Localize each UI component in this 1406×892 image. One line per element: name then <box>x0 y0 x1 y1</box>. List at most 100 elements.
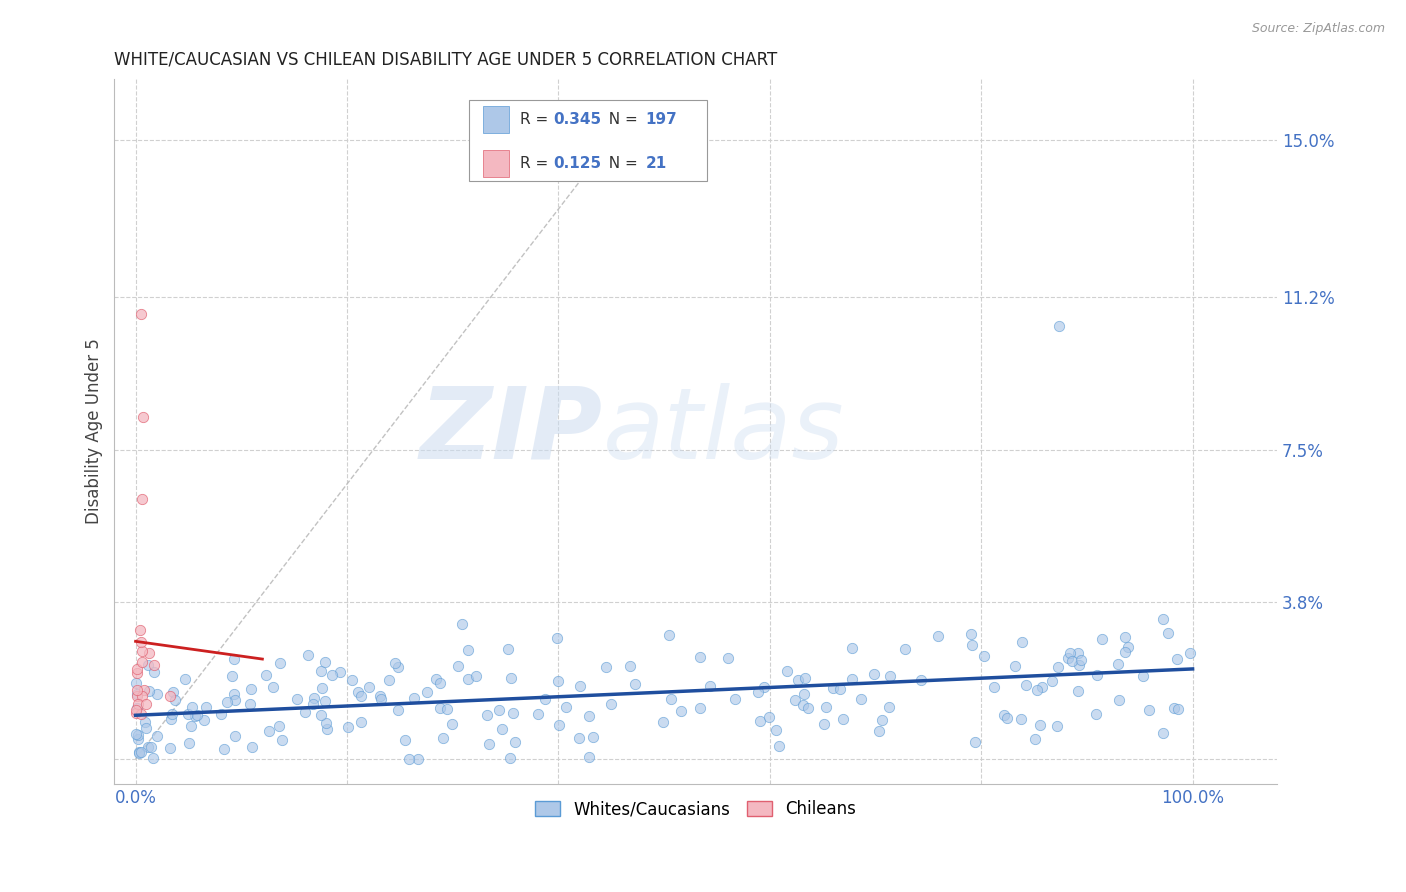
Point <box>132 409 155 424</box>
Point <box>752 680 775 694</box>
Point <box>134 715 156 730</box>
Text: atlas: atlas <box>603 383 845 480</box>
Point <box>619 659 641 673</box>
Point <box>432 731 454 746</box>
Point <box>1056 651 1078 665</box>
Point <box>1015 677 1038 691</box>
Point <box>491 723 513 737</box>
Point <box>451 616 474 631</box>
Point <box>1167 702 1189 716</box>
Point <box>1163 701 1185 715</box>
Point <box>1025 683 1047 698</box>
Point <box>314 693 336 707</box>
Point <box>457 672 479 686</box>
Point <box>659 691 682 706</box>
Point <box>429 675 451 690</box>
Point <box>534 692 557 706</box>
Point <box>267 719 290 733</box>
Text: 21: 21 <box>645 156 666 170</box>
Point <box>239 681 262 696</box>
Point <box>623 677 645 691</box>
Point <box>582 730 605 744</box>
Point <box>1152 725 1174 739</box>
Point <box>402 690 425 705</box>
Point <box>131 492 153 507</box>
Point <box>132 683 155 698</box>
Text: N =: N = <box>599 156 643 170</box>
Point <box>1045 719 1067 733</box>
Point <box>315 715 337 730</box>
Point <box>128 746 150 760</box>
Point <box>995 711 1018 725</box>
Point <box>823 681 845 695</box>
Point <box>792 698 814 713</box>
Point <box>1157 625 1180 640</box>
Text: WHITE/CAUCASIAN VS CHILEAN DISABILITY AGE UNDER 5 CORRELATION CHART: WHITE/CAUCASIAN VS CHILEAN DISABILITY AG… <box>114 51 778 69</box>
Point <box>1114 630 1136 644</box>
Point <box>1067 658 1090 673</box>
Point <box>1085 667 1108 681</box>
Point <box>387 660 409 674</box>
Point <box>973 648 995 663</box>
Point <box>993 707 1015 722</box>
Point <box>1046 660 1069 674</box>
Point <box>398 752 420 766</box>
Point <box>125 703 148 717</box>
Point <box>724 692 747 706</box>
Point <box>146 687 169 701</box>
Point <box>849 692 872 706</box>
Point <box>184 709 207 723</box>
Point <box>600 697 623 711</box>
Point <box>125 665 148 680</box>
Point <box>124 727 146 741</box>
Point <box>501 671 523 685</box>
Point <box>499 750 522 764</box>
Point <box>240 740 263 755</box>
Point <box>962 638 984 652</box>
Point <box>368 690 391 704</box>
Point <box>1108 692 1130 706</box>
Point <box>125 689 148 703</box>
Text: R =: R = <box>520 112 554 128</box>
Point <box>841 672 863 686</box>
Point <box>162 685 184 699</box>
Point <box>748 714 770 728</box>
Point <box>768 739 790 753</box>
Point <box>828 682 851 697</box>
Point <box>257 724 280 739</box>
Point <box>238 697 260 711</box>
Point <box>125 676 148 690</box>
Point <box>547 673 569 688</box>
Y-axis label: Disability Age Under 5: Disability Age Under 5 <box>86 338 103 524</box>
Point <box>447 659 470 673</box>
Point <box>176 707 198 722</box>
Point <box>959 627 981 641</box>
Point <box>159 689 181 703</box>
Point <box>797 700 820 714</box>
Point <box>180 719 202 733</box>
Point <box>813 717 835 731</box>
Point <box>1116 640 1139 654</box>
Point <box>224 729 246 743</box>
Point <box>131 690 153 704</box>
Point <box>316 722 339 736</box>
Point <box>193 713 215 727</box>
Point <box>1059 646 1081 660</box>
Point <box>294 705 316 719</box>
Point <box>302 697 325 711</box>
Point <box>387 703 409 717</box>
Point <box>595 660 617 674</box>
Text: ZIP: ZIP <box>420 383 603 480</box>
Point <box>441 716 464 731</box>
Point <box>776 665 799 679</box>
Point <box>1010 712 1032 726</box>
Point <box>309 665 332 679</box>
Point <box>503 735 526 749</box>
Point <box>1132 669 1154 683</box>
Point <box>125 687 148 701</box>
Point <box>1067 684 1090 698</box>
Point <box>1066 646 1088 660</box>
Point <box>927 629 949 643</box>
Point <box>224 692 246 706</box>
Bar <box>484 106 509 133</box>
